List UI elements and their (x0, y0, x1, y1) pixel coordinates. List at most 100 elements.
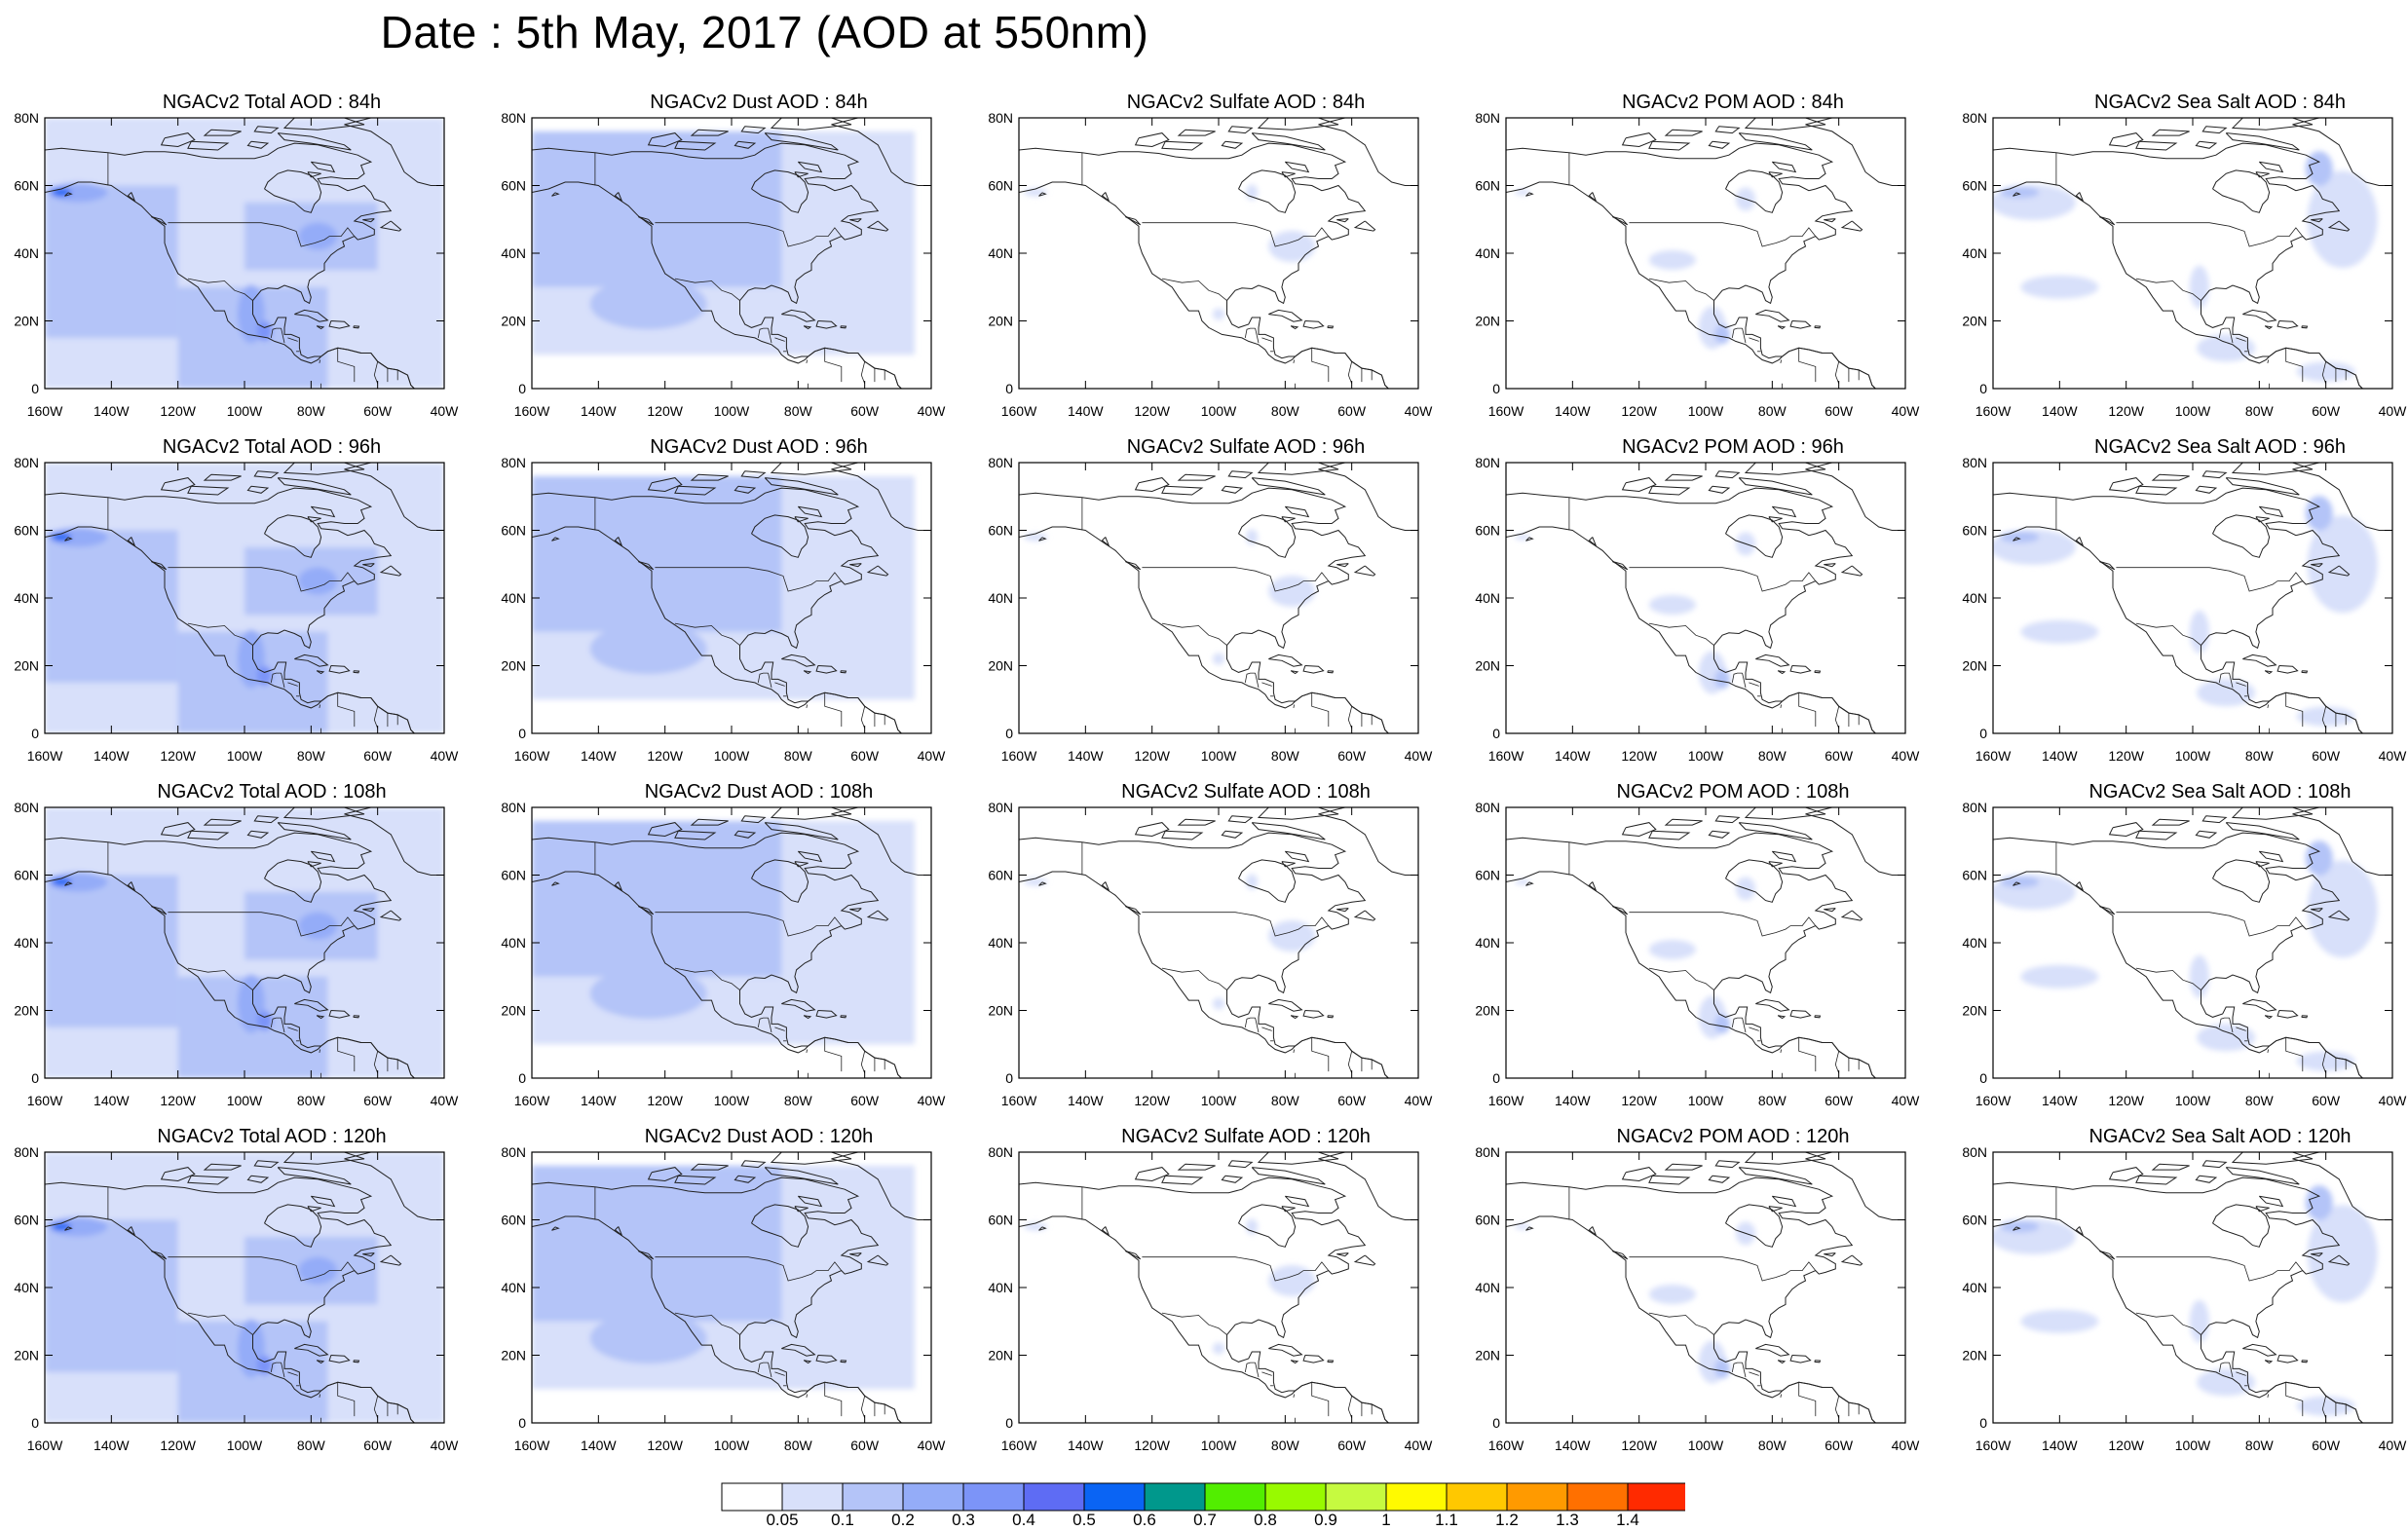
colorbar-label: 0.9 (1314, 1511, 1337, 1525)
lon-tick-label: 160W (1001, 403, 1037, 419)
map-panel-total: NGACv2 Total AOD : 84h 0 20N 40N 60N 80N 160W 1… (14, 91, 501, 422)
lat-tick-label: 80N (1475, 800, 1500, 815)
lon-tick-label: 140W (581, 1093, 617, 1108)
lon-tick-label: 140W (94, 1093, 130, 1108)
lon-tick-label: 60W (1337, 748, 1367, 764)
lon-tick-label: 100W (2175, 1093, 2211, 1108)
lat-tick-label: 20N (14, 1003, 39, 1019)
map-plot: 0 20N 40N 60N 80N 160W 140W 120W 100W 80W 60W 40W (988, 110, 1434, 419)
lon-tick-label: 100W (227, 748, 263, 764)
map-panel-sulfate: NGACv2 Sulfate AOD : 108h 0 20N 40N 60N 80N 16… (988, 780, 1475, 1111)
lon-tick-label: 120W (1134, 403, 1170, 419)
lat-tick-label: 60N (14, 1213, 39, 1228)
map-panel-seasalt: NGACv2 Sea Salt AOD : 96h 0 20N 40N 60N 80N 16… (1962, 435, 2408, 766)
lon-tick-label: 60W (363, 403, 393, 419)
lon-tick-label: 140W (94, 748, 130, 764)
panel-title: NGACv2 Sulfate AOD : 120h (1121, 1126, 1371, 1147)
map-plot: 0 20N 40N 60N 80N 160W 140W 120W 100W 80W 60W 40W (1962, 455, 2407, 764)
lat-tick-label: 80N (988, 110, 1013, 126)
lat-tick-label: 0 (1979, 1415, 1987, 1431)
lat-tick-label: 80N (1475, 1144, 1500, 1160)
colorbar-swatch (721, 1482, 783, 1512)
figure-title: Date : 5th May, 2017 (AOD at 550nm) (380, 7, 1149, 57)
lon-tick-label: 160W (514, 403, 550, 419)
lon-tick-label: 80W (1271, 1438, 1300, 1453)
coastlines (1993, 463, 2392, 733)
lon-tick-label: 100W (714, 1093, 750, 1108)
aod-field (1993, 1152, 2392, 1423)
lon-tick-label: 60W (1825, 1438, 1854, 1453)
lat-tick-label: 20N (988, 1003, 1013, 1019)
map-panel-seasalt: NGACv2 Sea Salt AOD : 108h 0 20N 40N 60N 80N 1… (1962, 780, 2408, 1111)
lat-tick-label: 60N (1475, 868, 1500, 883)
colorbar-label: 0.2 (891, 1511, 915, 1525)
aod-field (1019, 463, 1418, 733)
panel-title: NGACv2 Sea Salt AOD : 108h (2088, 781, 2352, 803)
lon-tick-label: 120W (1621, 1093, 1657, 1108)
lon-tick-label: 60W (850, 1093, 880, 1108)
lon-tick-label: 140W (2042, 403, 2078, 419)
lon-tick-label: 120W (2108, 403, 2144, 419)
lat-tick-label: 20N (1962, 314, 1987, 329)
lat-tick-label: 60N (1475, 1213, 1500, 1228)
lat-tick-label: 20N (988, 1348, 1013, 1363)
aod-field (532, 807, 931, 1078)
lon-tick-label: 140W (94, 1438, 130, 1453)
lat-tick-label: 80N (1962, 1144, 1987, 1160)
map-panel-seasalt: NGACv2 Sea Salt AOD : 120h 0 20N 40N 60N 80N 1… (1962, 1125, 2408, 1456)
colorbar-label: 1.2 (1495, 1511, 1519, 1525)
lon-tick-label: 40W (1892, 1093, 1921, 1108)
lon-tick-label: 60W (363, 1438, 393, 1453)
coastlines (532, 463, 931, 733)
map-plot: 0 20N 40N 60N 80N 160W 140W 120W 100W 80W 60W 40W (988, 455, 1433, 764)
lat-tick-label: 60N (988, 178, 1013, 194)
lon-tick-label: 140W (1555, 403, 1591, 419)
lat-tick-label: 80N (501, 800, 526, 815)
lat-tick-label: 80N (1962, 110, 1987, 126)
lon-tick-label: 100W (1201, 1438, 1237, 1453)
colorbar-swatch (842, 1482, 904, 1512)
lon-tick-label: 100W (1688, 403, 1724, 419)
lon-tick-label: 160W (27, 748, 63, 764)
colorbar-swatch (1144, 1482, 1206, 1512)
lon-tick-label: 160W (1488, 1093, 1524, 1108)
colorbar-label: 1.4 (1616, 1511, 1639, 1525)
map-panel-dust: NGACv2 Dust AOD : 84h 0 20N 40N 60N 80N 160W 14… (501, 91, 988, 422)
lon-tick-label: 160W (1488, 748, 1524, 764)
lat-tick-label: 20N (1962, 1003, 1987, 1019)
coastlines (1019, 1152, 1418, 1423)
aod-field (1506, 463, 1905, 733)
lon-tick-label: 40W (1405, 1438, 1434, 1453)
coastlines (1019, 807, 1418, 1078)
lat-tick-label: 60N (1962, 1213, 1987, 1228)
lon-tick-label: 140W (1068, 1093, 1104, 1108)
lat-tick-label: 0 (518, 726, 526, 741)
lat-tick-label: 60N (14, 178, 39, 194)
lon-tick-label: 120W (160, 748, 196, 764)
lon-tick-label: 60W (2312, 1093, 2341, 1108)
panel-title: NGACv2 Total AOD : 108h (157, 781, 387, 803)
map-panel-total: NGACv2 Total AOD : 108h 0 20N 40N 60N 80N 160W… (14, 780, 501, 1111)
lat-tick-label: 20N (1475, 314, 1500, 329)
colorbar-swatch (1566, 1482, 1629, 1512)
lon-tick-label: 60W (850, 1438, 880, 1453)
aod-field (1993, 118, 2392, 389)
lat-tick-label: 60N (988, 1213, 1013, 1228)
map-panel-seasalt: NGACv2 Sea Salt AOD : 84h 0 20N 40N 60N 80N 16… (1962, 91, 2408, 422)
lat-tick-label: 60N (14, 523, 39, 539)
lon-tick-label: 100W (1688, 1438, 1724, 1453)
lon-tick-label: 40W (1405, 403, 1434, 419)
lat-tick-label: 20N (501, 658, 526, 674)
lat-tick-label: 20N (14, 1348, 39, 1363)
colorbar-swatch (1204, 1482, 1266, 1512)
coastlines (1993, 1152, 2392, 1423)
colorbar-swatch (1385, 1482, 1448, 1512)
lon-tick-label: 160W (1975, 748, 2012, 764)
aod-field (532, 463, 931, 733)
coastlines (532, 807, 931, 1078)
aod-field (1019, 118, 1418, 389)
lon-tick-label: 100W (2175, 403, 2211, 419)
lat-tick-label: 20N (988, 314, 1013, 329)
colorbar-swatch (1023, 1482, 1085, 1512)
colorbar-swatch (1446, 1482, 1508, 1512)
